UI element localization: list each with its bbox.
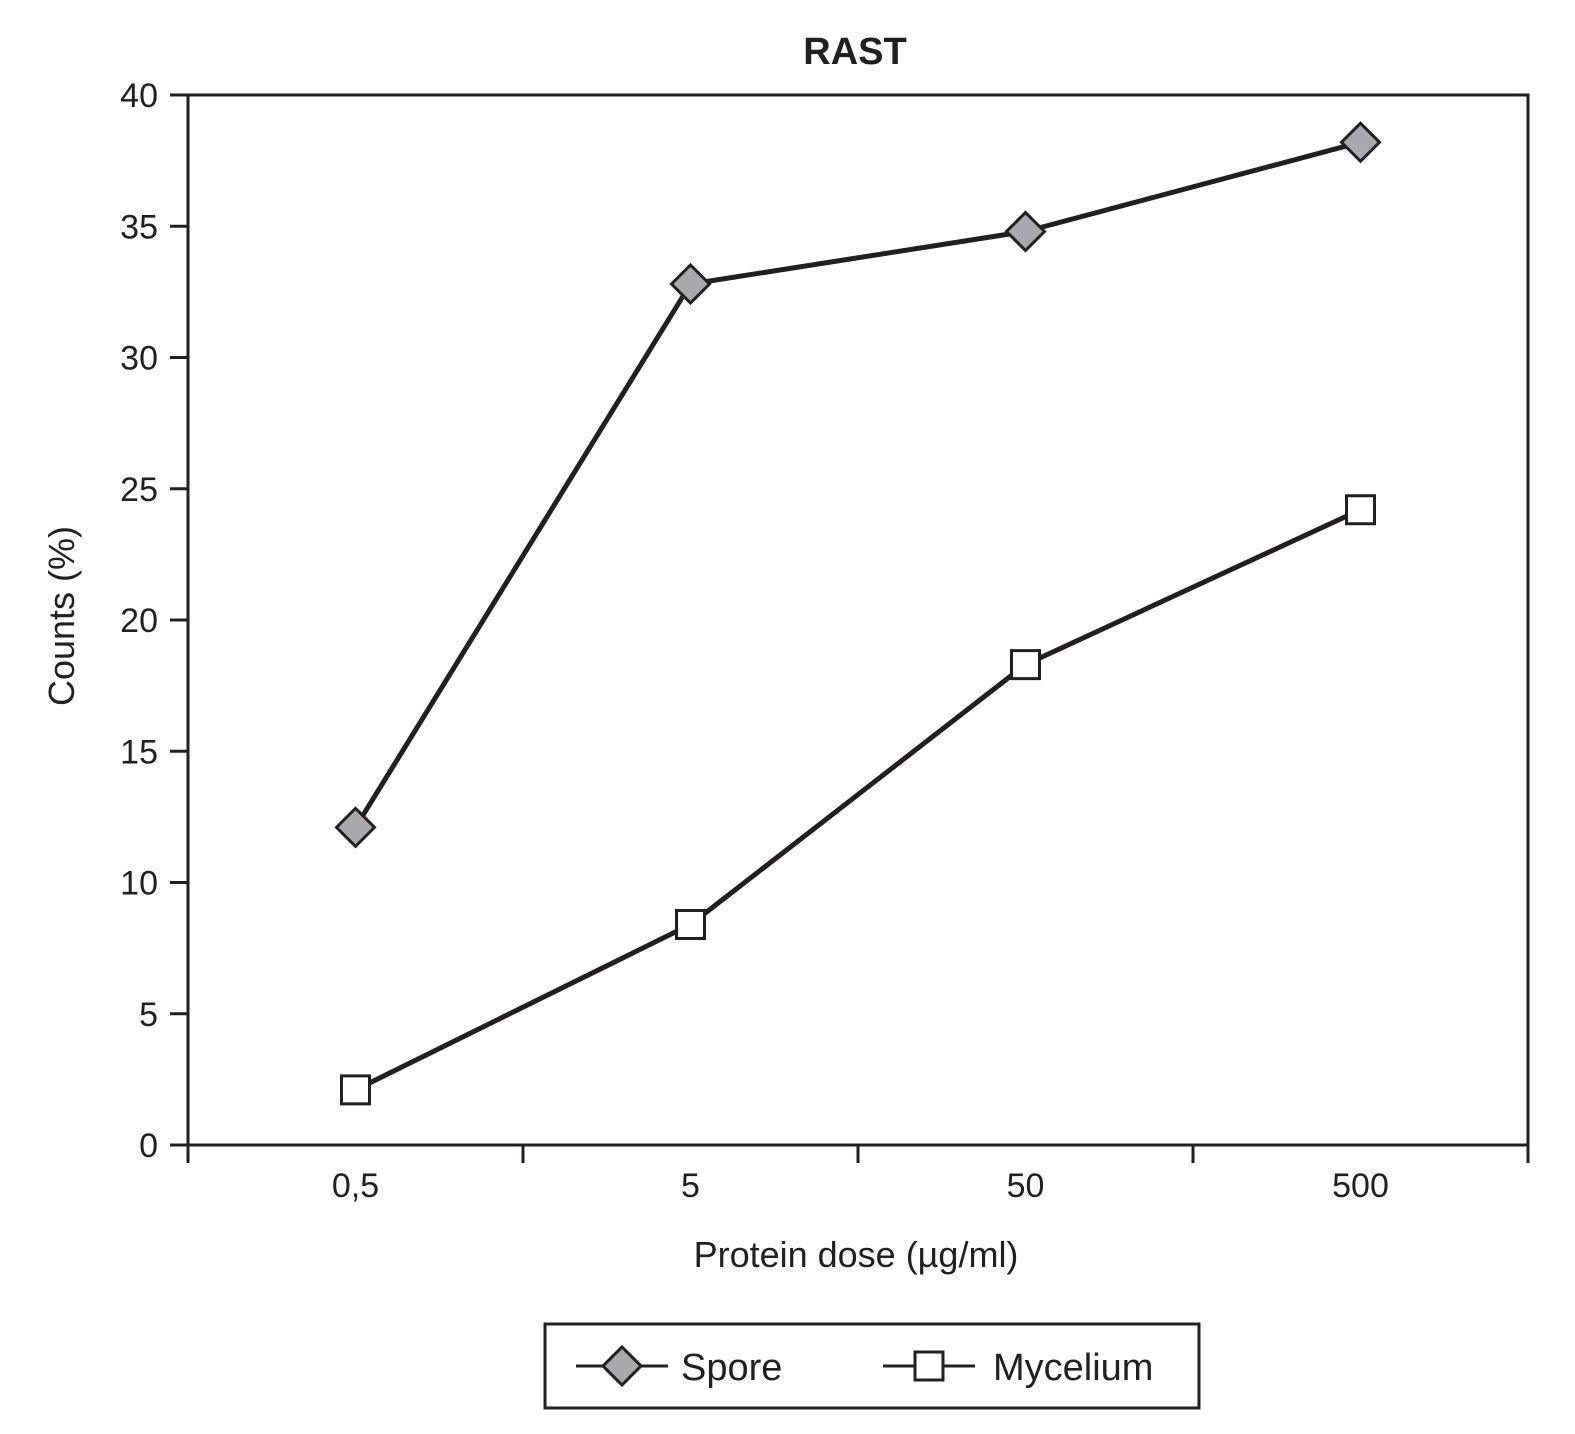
x-tick-label: 500	[1332, 1167, 1389, 1205]
series-layer	[334, 121, 1382, 1106]
y-tick-label: 30	[120, 340, 158, 378]
series-line-mycelium	[354, 507, 1362, 1093]
legend-label-mycelium: Mycelium	[993, 1347, 1153, 1389]
y-tick-label: 15	[120, 733, 158, 771]
y-tick-label: 40	[120, 77, 158, 115]
legend: Spore Mycelium	[543, 1322, 1201, 1410]
plot-frame	[186, 93, 1530, 1147]
y-tick-label: 0	[139, 1127, 158, 1165]
legend-marker-spore	[600, 1344, 644, 1388]
x-tick-label: 5	[681, 1167, 700, 1205]
y-tick-label: 25	[120, 471, 158, 509]
mycelium-point	[675, 909, 706, 940]
y-axis-label: Counts (%)	[41, 526, 82, 706]
mycelium-point	[1345, 494, 1376, 526]
x-axis-label: Protein dose (µg/ml)	[694, 1234, 1019, 1275]
y-tick-label: 35	[120, 208, 158, 246]
x-tick-label: 0,5	[332, 1167, 379, 1205]
spore-point	[1339, 121, 1382, 164]
spore-point	[334, 806, 377, 849]
spore-point	[669, 262, 712, 306]
mycelium-point	[1010, 649, 1041, 681]
legend-label-spore: Spore	[681, 1347, 782, 1389]
x-axis: 0,5 5 50 500	[186, 1145, 1530, 1205]
series-line-spore	[353, 139, 1362, 829]
y-tick-label: 10	[120, 865, 158, 903]
x-tick-label: 50	[1007, 1167, 1045, 1205]
legend-marker-mycelium	[913, 1350, 945, 1382]
y-tick-label: 5	[139, 996, 158, 1034]
y-tick-label: 20	[120, 602, 158, 640]
spore-point	[1004, 210, 1047, 253]
y-axis: 0 5 10 15 20 25 30 35 40	[120, 77, 188, 1165]
chart-title: RAST	[803, 31, 906, 73]
mycelium-point	[340, 1074, 371, 1106]
plot-area	[186, 93, 1530, 1147]
